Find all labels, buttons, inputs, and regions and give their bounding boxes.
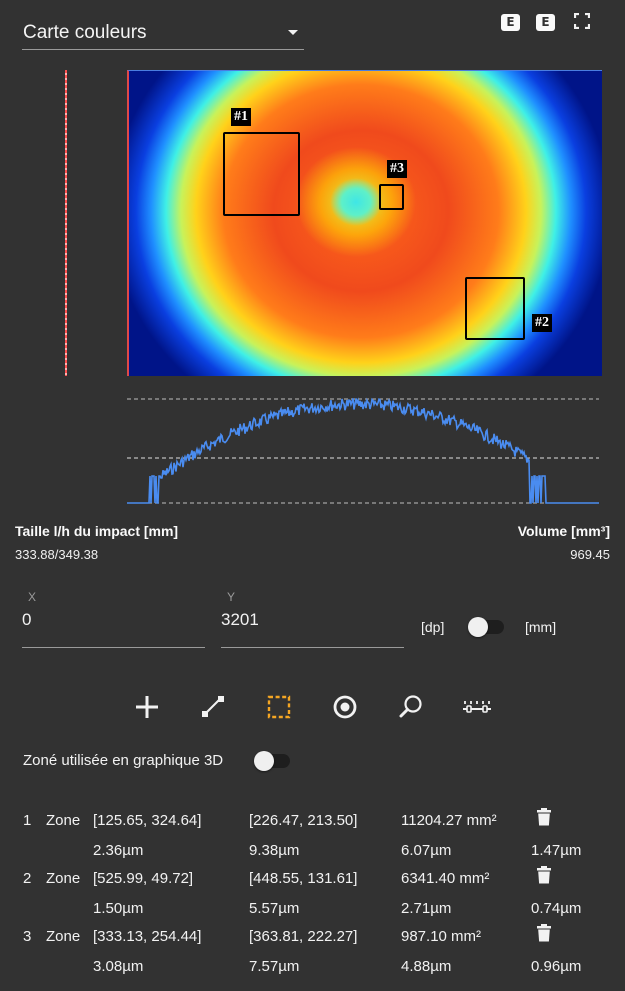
zone-type: Zone (46, 870, 81, 887)
line-segment-icon (202, 696, 224, 717)
unit-mm-label: [mm] (525, 619, 557, 635)
zone-tag-2: #2 (532, 314, 552, 332)
volume-label: Volume [mm³] (517, 523, 610, 539)
x-field-label: X (28, 590, 37, 604)
impact-size-label: Taille l/h du impact [mm] (15, 523, 179, 539)
zone-value-3: 4.88µm (401, 958, 452, 975)
impact-size-value: 333.88/349.38 (15, 547, 99, 562)
zone-value-4: 0.74µm (531, 900, 582, 917)
delete-zone-button[interactable] (537, 808, 551, 826)
rect-select-tool-button[interactable] (262, 690, 296, 724)
trash-icon (537, 924, 551, 942)
unit-toggle[interactable] (468, 617, 506, 637)
volume-value: 969.45 (570, 547, 610, 562)
magnifier-icon (399, 695, 422, 718)
profile-line (127, 397, 599, 504)
ruler-icon (463, 701, 491, 713)
add-tool-button[interactable] (130, 690, 164, 724)
profile-position-marker[interactable] (65, 70, 67, 376)
zone-area: 11204.27 mm² (401, 812, 497, 829)
zone-index: 1 (23, 812, 32, 829)
ruler-tool-button[interactable] (460, 690, 494, 724)
zone-value-4: 1.47µm (531, 842, 582, 859)
zone-value-4: 0.96µm (531, 958, 582, 975)
unit-dp-label: [dp] (421, 619, 445, 635)
zone-type: Zone (46, 812, 81, 829)
view-select-value: Carte couleurs (23, 22, 147, 43)
zone-value-1: 3.08µm (93, 958, 144, 975)
chevron-down-icon (288, 30, 298, 35)
use-in-3d-label: Zoné utilisée en graphique 3D (23, 752, 224, 769)
zone-value-2: 9.38µm (249, 842, 300, 859)
view-select[interactable]: Carte couleurs (22, 8, 304, 50)
zone-point-2: [448.55, 131.61] (249, 870, 358, 887)
line-tool-button[interactable] (196, 690, 230, 724)
zone-value-2: 5.57µm (249, 900, 300, 917)
color-map-image[interactable]: #1 #2 #3 (127, 70, 602, 376)
y-field-label: Y (227, 590, 236, 604)
y-input[interactable] (221, 610, 404, 630)
trash-icon (537, 808, 551, 826)
zone-tag-1: #1 (231, 108, 251, 126)
x-input[interactable] (22, 610, 205, 630)
use-in-3d-toggle[interactable] (254, 751, 292, 771)
zoom-tool-button[interactable] (394, 690, 428, 724)
zone-value-1: 2.36µm (93, 842, 144, 859)
x-field[interactable]: X (22, 590, 205, 648)
zone-box-2[interactable] (465, 277, 525, 340)
zone-index: 2 (23, 870, 32, 887)
trash-icon (537, 866, 551, 884)
plus-icon (136, 696, 158, 718)
zone-index: 3 (23, 928, 32, 945)
profile-chart (127, 397, 599, 504)
zone-value-1: 1.50µm (93, 900, 144, 917)
export-e-button-1[interactable]: E (501, 14, 520, 31)
zone-box-3[interactable] (379, 184, 404, 210)
zone-type: Zone (46, 928, 81, 945)
zone-point-2: [226.47, 213.50] (249, 812, 358, 829)
radio-target-icon (333, 695, 357, 719)
zone-point-1: [333.13, 254.44] (93, 928, 202, 945)
zone-point-2: [363.81, 222.27] (249, 928, 358, 945)
export-e-button-2[interactable]: E (536, 14, 555, 31)
zone-box-1[interactable] (223, 132, 300, 216)
zone-value-3: 2.71µm (401, 900, 452, 917)
fullscreen-icon (573, 12, 591, 30)
y-field[interactable]: Y (221, 590, 404, 648)
circle-tool-button[interactable] (328, 690, 362, 724)
zone-point-1: [525.99, 49.72] (93, 870, 194, 887)
zone-value-3: 6.07µm (401, 842, 452, 859)
zone-tag-3: #3 (387, 160, 407, 178)
delete-zone-button[interactable] (537, 866, 551, 884)
delete-zone-button[interactable] (537, 924, 551, 942)
fullscreen-button[interactable] (573, 12, 591, 30)
dashed-rectangle-icon (267, 695, 291, 719)
zone-area: 6341.40 mm² (401, 870, 490, 887)
zone-value-2: 7.57µm (249, 958, 300, 975)
zone-area: 987.10 mm² (401, 928, 482, 945)
zone-point-1: [125.65, 324.64] (93, 812, 202, 829)
